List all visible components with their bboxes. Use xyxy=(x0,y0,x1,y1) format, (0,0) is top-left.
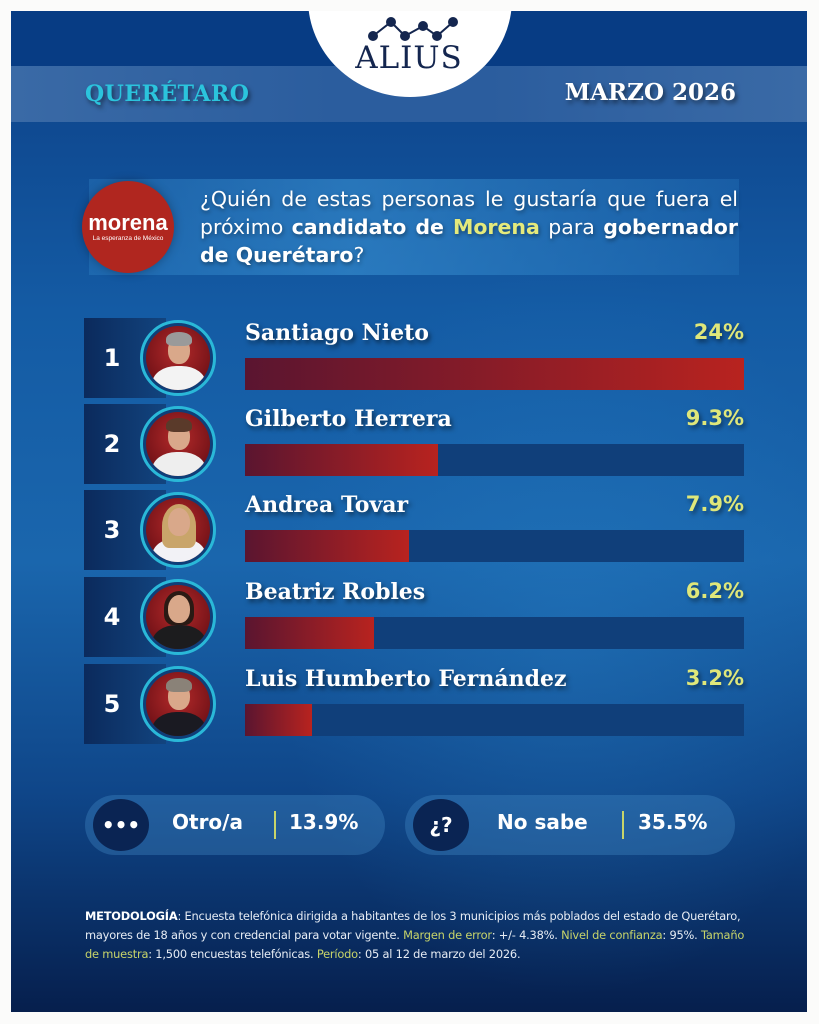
dont-know-label: No sabe xyxy=(497,810,588,834)
bar-track xyxy=(245,444,744,476)
question-highlight: Morena xyxy=(452,215,540,239)
poll-card: QUERÉTARO MARZO 2026 ALIUS morena La esp… xyxy=(11,11,807,1012)
period-label: Período xyxy=(316,947,358,961)
bar-track xyxy=(245,704,744,736)
avatar-santiago-nieto xyxy=(140,320,216,396)
confidence-label: Nivel de confianza xyxy=(561,928,663,942)
party-tagline: La esperanza de México xyxy=(92,234,164,242)
candidate-percentage: 24% xyxy=(693,320,744,344)
state-label: QUERÉTARO xyxy=(85,81,250,107)
question-part: ¿Quién de estas personas le gustaría que… xyxy=(200,187,738,239)
bar-track xyxy=(245,358,744,390)
brand-logo-text: ALIUS xyxy=(355,40,463,76)
candidate-name: Gilberto Herrera xyxy=(245,406,452,432)
question-part: para xyxy=(539,215,604,239)
avatar-beatriz-robles xyxy=(140,579,216,655)
avatar-andrea-tovar xyxy=(140,492,216,568)
dont-know-value: 35.5% xyxy=(638,810,708,834)
question-icon: ¿? xyxy=(413,799,469,851)
question-part: ? xyxy=(353,243,365,267)
rank-number: 4 xyxy=(103,603,121,631)
avatar-gilberto-herrera xyxy=(140,406,216,482)
avatar-luis-humberto-fernandez xyxy=(140,666,216,742)
bar-fill xyxy=(245,444,439,476)
bar-track xyxy=(245,617,744,649)
question-bold: gobernador de Querétaro xyxy=(200,215,738,267)
sample-value: : 1,500 encuestas telefónicas. xyxy=(148,947,317,961)
party-name: morena xyxy=(88,209,168,235)
rank-number: 1 xyxy=(103,344,121,372)
rank-number: 3 xyxy=(103,516,121,544)
ellipsis-icon: ••• xyxy=(93,799,149,851)
question-bold: candidato de xyxy=(291,215,453,239)
pill-separator xyxy=(622,811,624,839)
dont-know-pill: ¿? No sabe 35.5% xyxy=(405,795,735,855)
party-logo: morena La esperanza de México xyxy=(82,181,174,273)
rank-number: 5 xyxy=(103,690,121,718)
candidate-row: 3 Andrea Tovar 7.9% xyxy=(84,490,744,570)
candidate-row: 1 Santiago Nieto 24% xyxy=(84,318,744,398)
bar-fill xyxy=(245,530,410,562)
confidence-value: : 95%. xyxy=(662,928,702,942)
candidate-row: 5 Luis Humberto Fernández 3.2% xyxy=(84,664,744,744)
candidate-row: 2 Gilberto Herrera 9.3% xyxy=(84,404,744,484)
candidate-percentage: 3.2% xyxy=(685,666,744,690)
margin-value: : +/- 4.38%. xyxy=(491,928,562,942)
other-pill: ••• Otro/a 13.9% xyxy=(85,795,385,855)
other-value: 13.9% xyxy=(289,810,359,834)
rank-number: 2 xyxy=(103,430,121,458)
line-chart-dots-icon xyxy=(368,17,458,41)
other-label: Otro/a xyxy=(172,810,243,834)
candidate-percentage: 7.9% xyxy=(685,492,744,516)
bar-track xyxy=(245,530,744,562)
candidate-name: Andrea Tovar xyxy=(245,492,409,518)
question-box xyxy=(89,179,739,275)
sample-label: Tamaño de muestra xyxy=(85,928,745,961)
methodology-title: METODOLOGÍA xyxy=(85,909,178,923)
candidate-name: Beatriz Robles xyxy=(245,579,426,605)
methodology-text: METODOLOGÍA: Encuesta telefónica dirigid… xyxy=(85,907,745,964)
margin-label: Margen de error xyxy=(403,928,492,942)
candidate-percentage: 6.2% xyxy=(685,579,744,603)
bar-fill xyxy=(245,358,744,390)
period-value: : 05 al 12 de marzo del 2026. xyxy=(357,947,521,961)
candidate-name: Luis Humberto Fernández xyxy=(245,666,567,692)
candidate-row: 4 Beatriz Robles 6.2% xyxy=(84,577,744,657)
pill-separator xyxy=(274,811,276,839)
date-label: MARZO 2026 xyxy=(564,79,736,106)
candidate-name: Santiago Nieto xyxy=(245,320,429,346)
bar-fill xyxy=(245,704,312,736)
question-text: ¿Quién de estas personas le gustaría que… xyxy=(200,185,738,269)
candidate-percentage: 9.3% xyxy=(685,406,744,430)
bar-fill xyxy=(245,617,374,649)
methodology-body: : Encuesta telefónica dirigida a habitan… xyxy=(85,909,741,942)
